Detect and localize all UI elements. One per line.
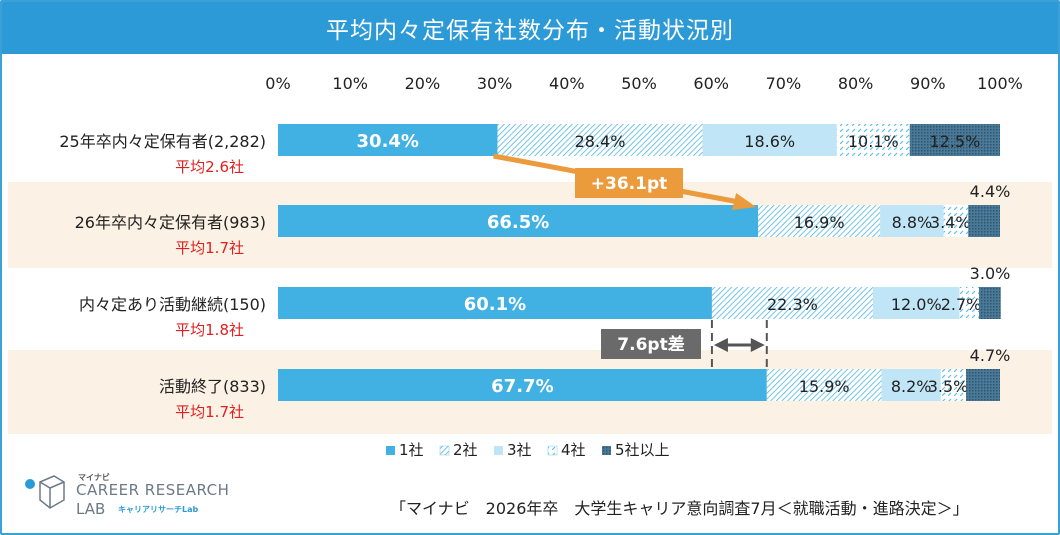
x-tick-label: 80% <box>838 74 874 93</box>
category-average: 平均1.7社 <box>175 403 244 421</box>
data-label: 30.4% <box>357 131 419 152</box>
x-tick-label: 50% <box>621 74 657 93</box>
data-label: 3.4% <box>930 213 971 232</box>
x-tick-label: 40% <box>549 74 585 93</box>
x-tick-label: 0% <box>265 74 290 93</box>
x-tick-label: 10% <box>332 74 368 93</box>
chart-title: 平均内々定保有社数分布・活動状況別 <box>2 2 1058 54</box>
legend-label: 1社 <box>399 441 424 459</box>
bar-segment <box>959 287 980 319</box>
difference-callout-label: 7.6pt差 <box>617 334 684 355</box>
bar-segment <box>881 369 941 401</box>
data-label: 28.4% <box>575 132 626 151</box>
bar-segment <box>278 369 767 401</box>
data-label: 16.9% <box>794 213 845 232</box>
legend-swatch <box>494 446 503 455</box>
bar-segment <box>711 287 873 319</box>
x-tick-label: 70% <box>766 74 802 93</box>
data-label: 8.8% <box>892 213 933 232</box>
change-arrow-head <box>732 193 757 210</box>
category-label: 活動終了(833) <box>159 377 266 396</box>
data-label: 8.2% <box>891 377 932 396</box>
bar-segment <box>979 287 1001 319</box>
bar-segment <box>880 205 944 237</box>
bar-segment <box>702 124 837 156</box>
data-label: 2.7% <box>941 295 982 314</box>
source-note: 「マイナビ 2026年卒 大学生キャリア意向調査7月＜就職活動・進路決定＞」 <box>390 499 969 518</box>
legend-label: 3社 <box>507 441 532 459</box>
legend-swatch <box>547 445 558 456</box>
change-callout-box <box>575 168 683 198</box>
x-tick-label: 90% <box>910 74 946 93</box>
category-average: 平均1.8社 <box>175 321 244 339</box>
difference-arrow-head-left <box>713 338 728 352</box>
bar-segment <box>278 287 712 319</box>
logo-brand-jp: キャリアリサーチLab <box>118 505 199 514</box>
category-average: 平均2.6社 <box>175 158 244 176</box>
bar-segment <box>968 205 1000 237</box>
bar-segment <box>766 369 882 401</box>
category-label: 内々定あり活動継続(150) <box>79 295 266 314</box>
data-label: 12.5% <box>929 132 980 151</box>
x-tick-label: 100% <box>977 74 1023 93</box>
category-label: 25年卒内々定保有者(2,282) <box>59 132 266 151</box>
legend-label: 4社 <box>561 441 586 459</box>
logo-icon <box>25 475 65 509</box>
data-label: 12.0% <box>891 295 942 314</box>
bar-segment <box>943 205 969 237</box>
change-callout-label: +36.1pt <box>591 174 667 194</box>
data-label: 66.5% <box>487 212 549 233</box>
data-label: 15.9% <box>799 377 850 396</box>
legend-swatch <box>602 446 611 455</box>
bar-segment <box>758 205 881 237</box>
data-label: 10.1% <box>848 132 899 151</box>
bar-segment <box>966 369 1000 401</box>
x-tick-label: 20% <box>405 74 441 93</box>
bar-segment <box>278 124 498 156</box>
difference-arrow-head-right <box>750 338 765 352</box>
legend-label: 5社以上 <box>615 441 670 459</box>
data-label: 18.6% <box>744 132 795 151</box>
bar-segment <box>940 369 967 401</box>
category-average: 平均1.7社 <box>175 239 244 257</box>
data-label: 3.5% <box>928 377 969 396</box>
x-tick-label: 30% <box>477 74 513 93</box>
data-label: 60.1% <box>464 294 526 315</box>
data-label: 22.3% <box>767 295 818 314</box>
bar-segment <box>278 205 759 237</box>
logo-brand-main: CAREER RESEARCH <box>76 481 230 499</box>
bar-segment <box>909 124 1000 156</box>
brand-logo <box>18 470 238 520</box>
bar-segment <box>872 287 960 319</box>
x-tick-label: 60% <box>693 74 729 93</box>
logo-brand-lab: LAB <box>76 500 106 518</box>
difference-callout-box <box>601 329 701 359</box>
legend-label: 2社 <box>453 441 478 459</box>
data-label: 67.7% <box>491 376 553 397</box>
legend-swatch <box>439 445 450 456</box>
legend-swatch <box>386 446 395 455</box>
bar-segment <box>497 124 703 156</box>
logo-brand-small: マイナビ <box>78 473 110 482</box>
category-label: 26年卒内々定保有者(983) <box>75 213 266 232</box>
data-label: 4.7% <box>970 346 1011 365</box>
data-label: 3.0% <box>970 264 1011 283</box>
bar-segment <box>836 124 910 156</box>
data-label: 4.4% <box>970 182 1011 201</box>
